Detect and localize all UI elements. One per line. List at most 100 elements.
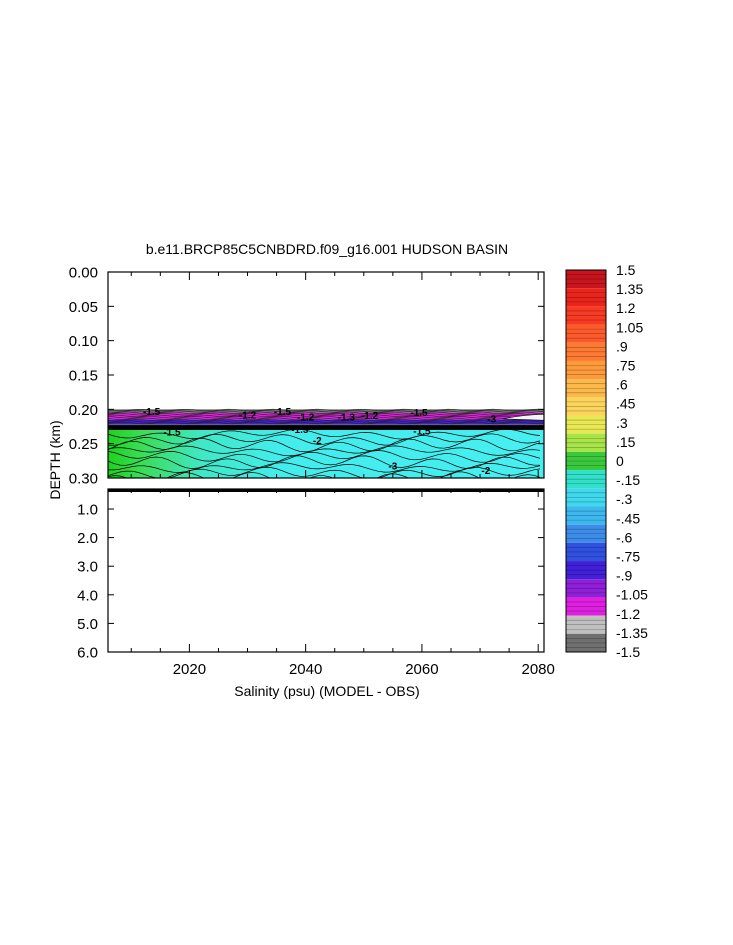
contour-label: -1.5 xyxy=(143,407,161,418)
colorbar-label: .75 xyxy=(616,358,636,374)
colorbar-swatch xyxy=(566,506,606,525)
y-tick-label: 0.15 xyxy=(69,368,98,385)
contour-line xyxy=(108,410,544,413)
colorbar-label: -.3 xyxy=(616,491,633,507)
contour-line xyxy=(108,445,541,457)
contour-label: -3 xyxy=(388,461,397,472)
colorbar-swatch xyxy=(566,470,606,489)
y-tick-label: 5.0 xyxy=(77,616,98,633)
y-tick-label: 3.0 xyxy=(77,559,98,576)
colorbar-label: -1.05 xyxy=(616,587,648,603)
colorbar-label: 1.35 xyxy=(616,281,643,297)
colorbar-swatch xyxy=(566,524,606,543)
colorbar-label: 1.2 xyxy=(616,300,636,316)
y-tick-label: 0.05 xyxy=(69,299,98,316)
y-tick-label: 1.0 xyxy=(77,502,98,519)
colorbar-swatch xyxy=(566,306,606,325)
lower-top-band xyxy=(108,489,544,492)
contour-line xyxy=(108,414,544,417)
colorbar-swatch xyxy=(566,615,606,634)
contour-label: -1.3 xyxy=(338,413,356,424)
colorbar-swatch xyxy=(566,633,606,652)
y-tick-label: 2.0 xyxy=(77,530,98,547)
y-tick-label: 0.00 xyxy=(69,265,98,282)
contour-line xyxy=(108,418,544,422)
contour-line xyxy=(108,408,544,412)
chart-title: b.e11.BRCP85C5CNBDRD.f09_g16.001 HUDSON … xyxy=(146,241,508,257)
colorbar-swatch xyxy=(566,579,606,598)
colorbar-label: -1.5 xyxy=(616,644,640,660)
contour-line xyxy=(108,420,544,423)
contour-label: -2 xyxy=(481,466,490,477)
colorbar-swatch xyxy=(566,342,606,361)
colorbar-swatch xyxy=(566,270,606,289)
contour-line xyxy=(108,466,541,478)
colorbar-label: .9 xyxy=(616,338,628,354)
contour-labels: -1.5 -1.5 -1.5-1.2 -1.2 -3-2-1.5 -1.5 -1.5-1.2… xyxy=(143,407,497,477)
colorbar-swatch xyxy=(566,379,606,398)
contour-label: -1.2 xyxy=(239,411,257,422)
colorbar-label: -1.2 xyxy=(616,606,640,622)
contour-line xyxy=(108,428,541,440)
contour-label: -1.5 xyxy=(163,428,181,439)
colorbar-label: .3 xyxy=(616,415,628,431)
colorbar-label: -.6 xyxy=(616,529,633,545)
contour-label: -1.5 xyxy=(274,407,292,418)
y-tick-label: 0.30 xyxy=(69,471,98,488)
colorbar-swatch xyxy=(566,488,606,507)
depth-layer xyxy=(108,429,544,478)
colorbar-swatch xyxy=(566,433,606,452)
colorbar-label: 1.5 xyxy=(616,262,636,278)
contour-label: -1.5 xyxy=(291,425,309,436)
colorbar-swatch xyxy=(566,415,606,434)
y-tick-label: 0.10 xyxy=(69,333,98,350)
lower-panel-fill xyxy=(108,489,544,492)
colorbar-swatch xyxy=(566,451,606,471)
contour-label: -1.5 xyxy=(410,408,428,419)
colorbar-label: -.45 xyxy=(616,510,640,526)
colorbar-swatch xyxy=(566,597,606,616)
x-tick-label: 2040 xyxy=(289,661,322,678)
x-tick-label: 2060 xyxy=(405,661,438,678)
contour-patch xyxy=(503,413,544,421)
y-tick-label: 6.0 xyxy=(77,645,98,662)
colorbar-label: 0 xyxy=(616,453,624,469)
axes: 0.00 0.05 0.10 0.15 0.20 0.25 0.30 1.0 2.0 3.0 4.0… xyxy=(69,265,555,679)
lower-plot-frame xyxy=(107,488,545,653)
y-tick-label: 0.20 xyxy=(69,402,98,419)
contour-band xyxy=(108,425,544,430)
colorbar-swatch xyxy=(566,397,606,416)
y-axis-label: DEPTH (km) xyxy=(47,420,63,499)
contour-line xyxy=(108,433,541,446)
contour-line xyxy=(108,471,541,478)
contour-line xyxy=(108,421,544,425)
y-tick-label: 4.0 xyxy=(77,587,98,604)
contour-line xyxy=(108,413,544,416)
colorbar-swatch xyxy=(566,288,606,307)
x-tick-label: 2080 xyxy=(521,661,554,678)
colorbar-label: .45 xyxy=(616,396,636,412)
depth-layer xyxy=(108,409,544,413)
colorbar-label: -.9 xyxy=(616,568,633,584)
colorbar-swatch xyxy=(566,542,606,562)
colorbar: 1.5 1.35 1.2 1.05 .9 .75 .6 .45 .3 .15 0 -.15 -.3 -.4… xyxy=(565,262,648,660)
colorbar-swatch xyxy=(566,360,606,380)
colorbar-swatch xyxy=(566,561,606,580)
contour-label: -2 xyxy=(313,436,322,447)
colorbar-swatch xyxy=(566,324,606,343)
y-tick-label: 0.25 xyxy=(69,436,98,453)
contour-line xyxy=(108,411,544,415)
colorbar-label: -.15 xyxy=(616,472,640,488)
colorbar-label: .15 xyxy=(616,434,636,450)
contour-label: -3 xyxy=(487,415,496,426)
colorbar-label: -1.35 xyxy=(616,625,648,641)
contour-line xyxy=(108,416,544,419)
x-tick-label: 2020 xyxy=(173,661,206,678)
colorbar-label: 1.05 xyxy=(616,319,643,335)
x-axis-label: Salinity (psu) (MODEL - OBS) xyxy=(234,683,419,699)
contour-label: -1.5 xyxy=(413,426,431,437)
contour-line xyxy=(108,462,541,473)
contour-line xyxy=(108,438,541,453)
colorbar-label: -.75 xyxy=(616,549,640,565)
